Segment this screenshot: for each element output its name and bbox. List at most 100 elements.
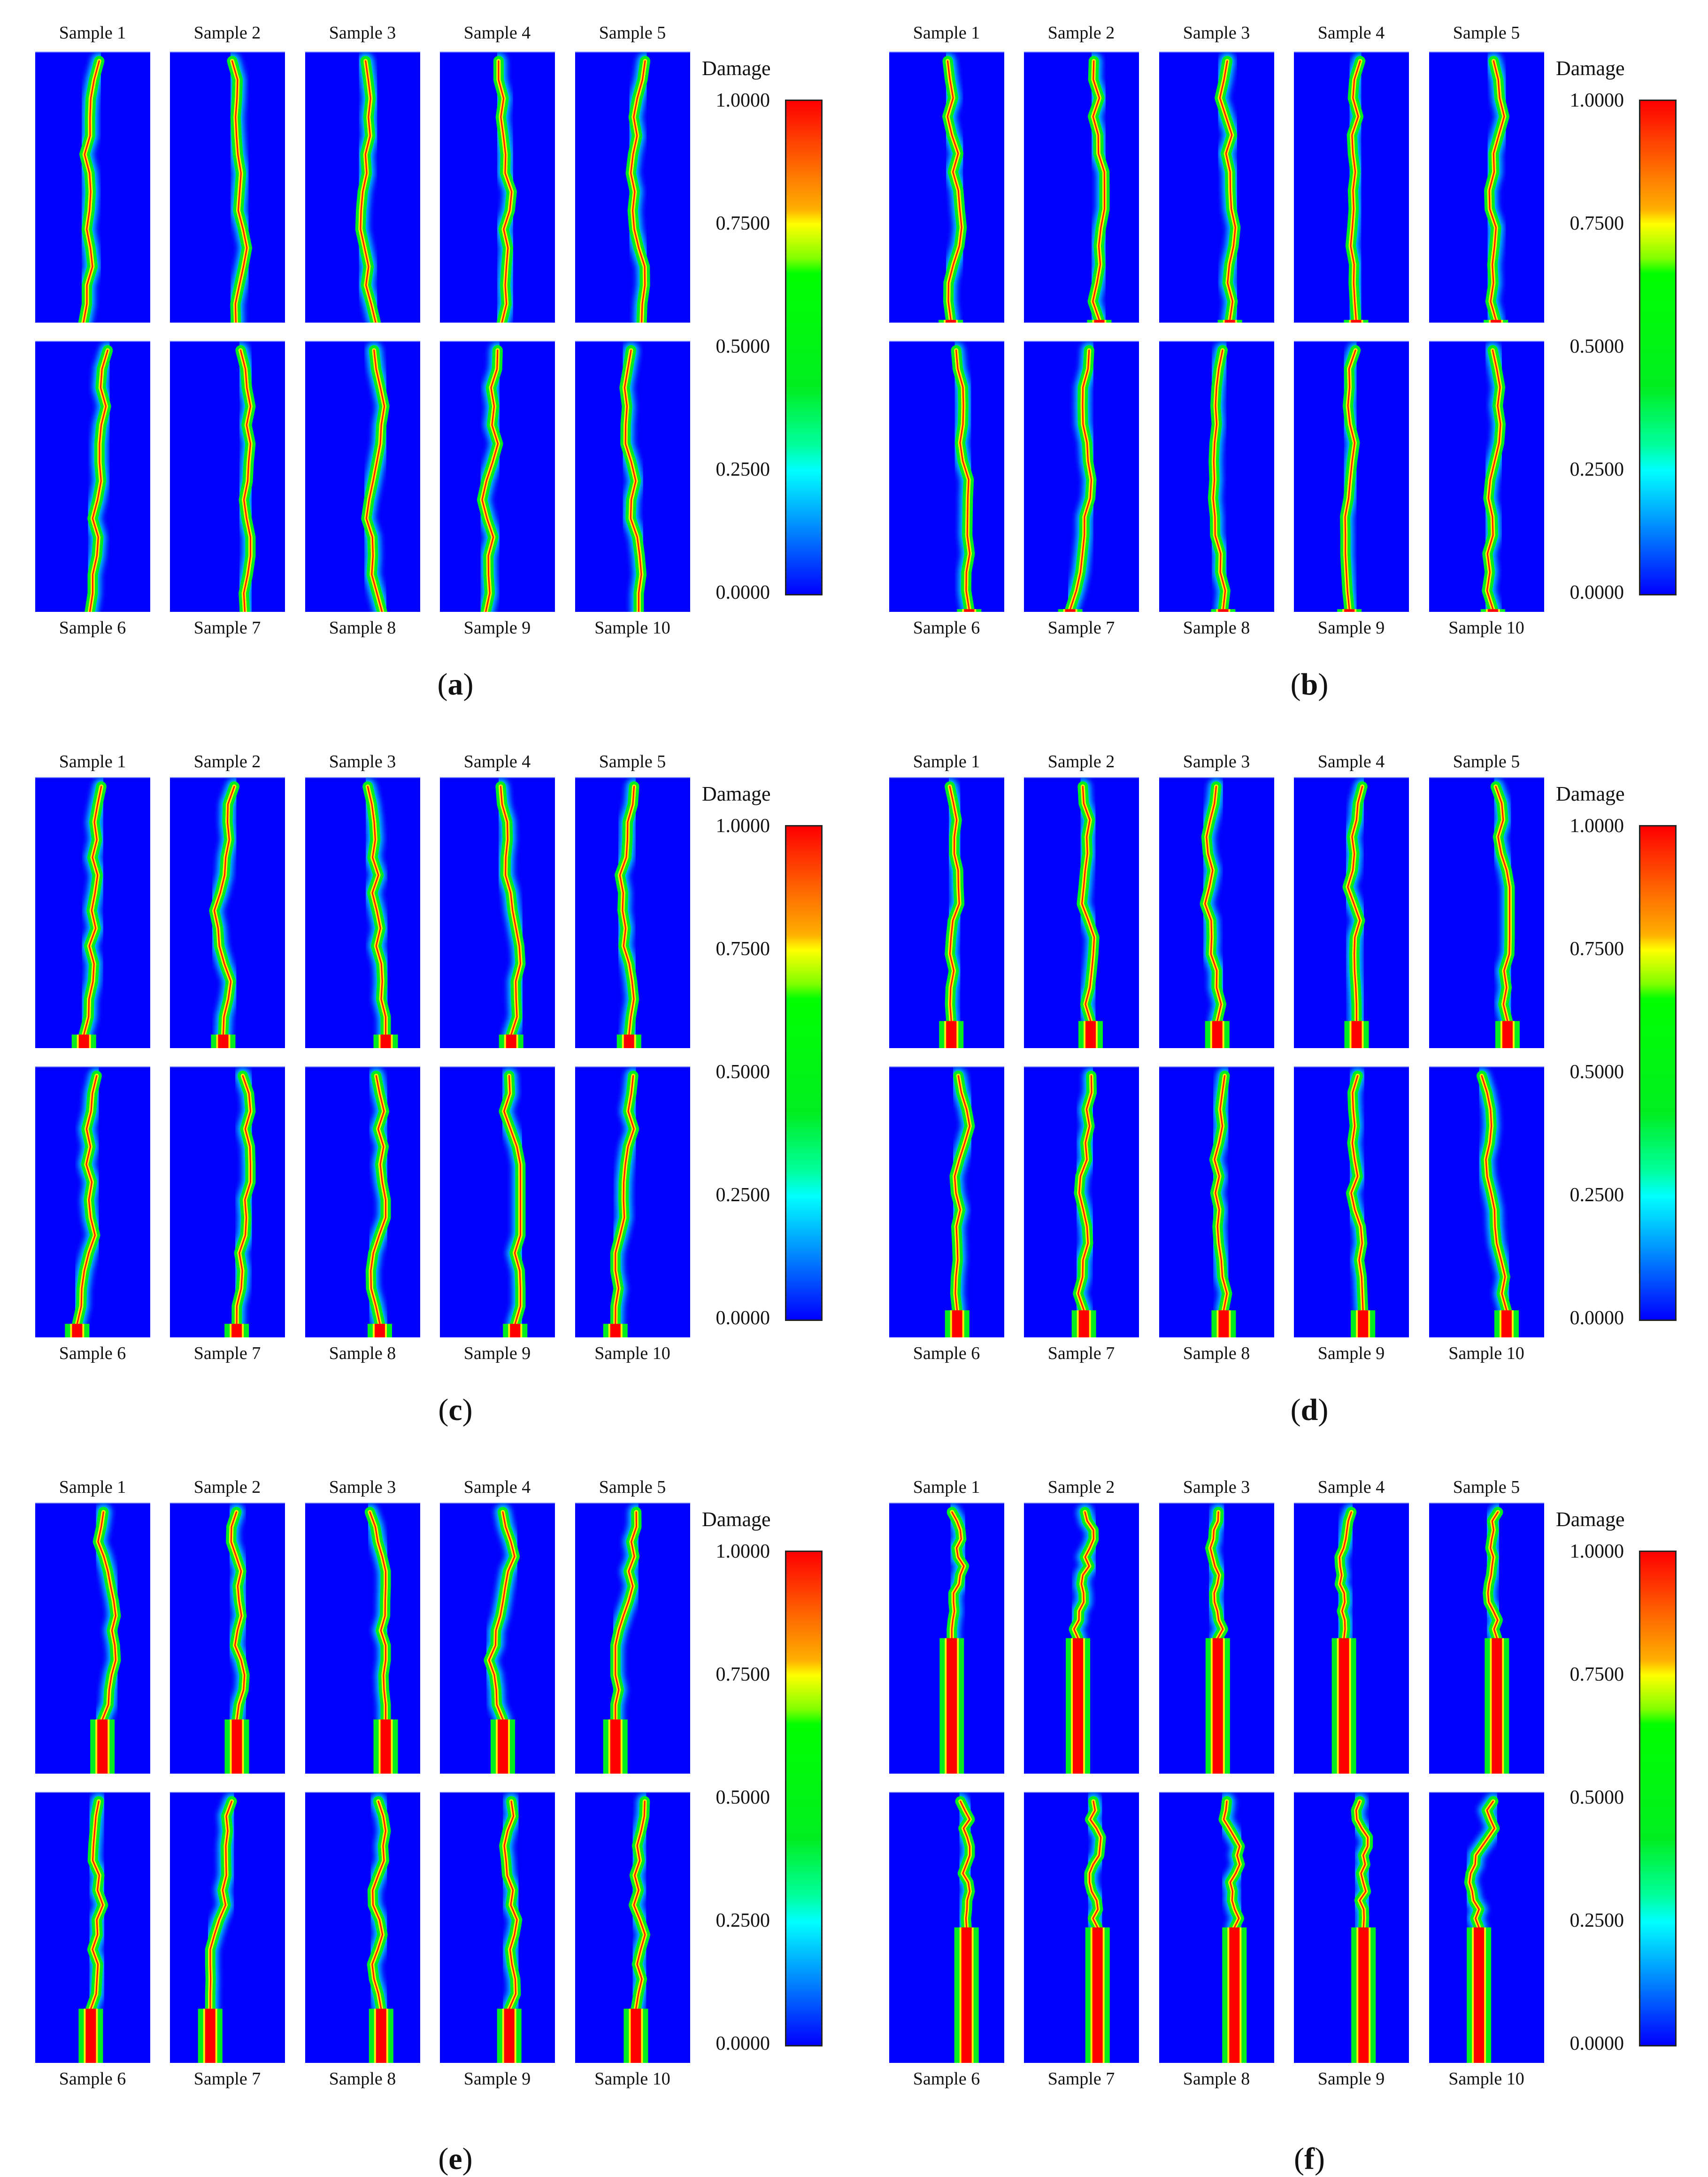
crack-path-graphic (496, 1793, 525, 2063)
colorbar (1639, 825, 1677, 1321)
colorbar-tick-label: 0.7500 (1570, 938, 1624, 960)
sample-label: Sample 9 (463, 1343, 531, 1363)
sample-label: Sample 7 (193, 2069, 261, 2089)
sample-label: Sample 3 (1183, 23, 1250, 43)
damage-contour-tile (1429, 777, 1544, 1048)
colorbar-tick-label: 0.7500 (716, 1664, 770, 1685)
crack-path-graphic (1202, 1504, 1232, 1774)
damage-contour-tile (1024, 1066, 1139, 1337)
crack-path-graphic (939, 779, 968, 1048)
damage-contour-tile (889, 1066, 1004, 1337)
colorbar-tick-label: 0.7500 (1570, 213, 1624, 234)
sample-label: Sample 3 (1183, 1477, 1250, 1497)
colorbar (785, 100, 823, 595)
crack-path-graphic (1205, 342, 1236, 612)
sample-label: Sample 2 (193, 1477, 261, 1497)
damage-contour-tile (1294, 52, 1409, 323)
damage-contour-tile (305, 1503, 420, 1774)
damage-contour-tile (575, 1792, 690, 2063)
damage-contour-tile (170, 1792, 285, 2063)
colorbar (1639, 1551, 1677, 2046)
colorbar-title: Damage (1556, 782, 1625, 805)
damage-contour-tile (35, 777, 150, 1048)
sample-label: Sample 7 (1047, 1343, 1115, 1363)
damage-contour-tile (1294, 1792, 1409, 2063)
colorbar-tick-label: 0.5000 (1570, 336, 1624, 357)
sample-label: Sample 5 (1453, 23, 1520, 43)
damage-contour-tile (1429, 1066, 1544, 1337)
crack-path-graphic (358, 342, 392, 612)
sample-label: Sample 8 (1183, 618, 1250, 638)
colorbar-tick-label: 1.0000 (716, 815, 770, 837)
colorbar-title: Damage (1556, 1508, 1625, 1531)
colorbar-tick-label: 0.7500 (716, 213, 770, 234)
panel-label: (f) (1294, 2142, 1325, 2176)
colorbar-tick-label: 0.2500 (716, 459, 770, 480)
crack-path-graphic (78, 1793, 112, 2063)
sample-label: Sample 7 (1047, 2069, 1115, 2089)
sample-label: Sample 8 (329, 1343, 396, 1363)
colorbar-tick-label: 1.0000 (716, 1541, 770, 1562)
sample-label: Sample 6 (913, 2069, 980, 2089)
panel-label-letter: e (448, 2142, 462, 2176)
crack-path-graphic (82, 342, 116, 612)
sample-label: Sample 6 (913, 618, 980, 638)
crack-path-graphic (1058, 342, 1100, 612)
crack-path-graphic (1487, 779, 1520, 1048)
crack-path-graphic (1342, 53, 1369, 323)
sample-label: Sample 4 (463, 1477, 531, 1497)
panel-label: (a) (437, 667, 474, 702)
damage-contour-tile (170, 341, 285, 612)
damage-contour-tile (889, 777, 1004, 1048)
colorbar-tick-label: 0.5000 (716, 1787, 770, 1808)
damage-contour-tile (1159, 777, 1274, 1048)
sample-label: Sample 10 (594, 2069, 670, 2089)
sample-label: Sample 1 (913, 752, 980, 772)
damage-contour-tile (305, 341, 420, 612)
colorbar-title: Damage (1556, 57, 1625, 80)
damage-contour-tile (35, 1066, 150, 1337)
damage-contour-tile (440, 52, 555, 323)
damage-contour-tile (305, 777, 420, 1048)
damage-contour-tile (1159, 341, 1274, 612)
crack-path-graphic (1481, 53, 1513, 323)
crack-path-graphic (223, 1504, 253, 1774)
sample-label: Sample 1 (913, 1477, 980, 1497)
colorbar-title: Damage (702, 1508, 771, 1531)
damage-contour-tile (575, 777, 690, 1048)
damage-contour-tile (1294, 1503, 1409, 1774)
damage-contour-tile (35, 52, 150, 323)
panel-label: (e) (438, 2142, 473, 2176)
sample-label: Sample 1 (59, 752, 126, 772)
sample-label: Sample 4 (1317, 1477, 1385, 1497)
sample-label: Sample 9 (1317, 2069, 1385, 2089)
crack-path-graphic (1074, 779, 1103, 1048)
crack-path-graphic (1065, 1504, 1102, 1774)
damage-contour-tile (889, 341, 1004, 612)
colorbar-tick-label: 1.0000 (1570, 815, 1624, 837)
crack-path-graphic (1215, 1793, 1248, 2063)
sample-label: Sample 1 (59, 23, 126, 43)
sample-label: Sample 5 (599, 752, 666, 772)
damage-contour-tile (1024, 52, 1139, 323)
sample-label: Sample 6 (913, 1343, 980, 1363)
crack-path-graphic (1331, 1504, 1360, 1774)
sample-label: Sample 6 (59, 2069, 126, 2089)
crack-path-graphic (492, 779, 529, 1048)
damage-contour-tile (170, 1066, 285, 1337)
sample-label: Sample 1 (59, 1477, 126, 1497)
damage-contour-tile (1024, 341, 1139, 612)
damage-contour-tile (440, 1503, 555, 1774)
damage-contour-tile (575, 1503, 690, 1774)
damage-contour-tile (35, 1792, 150, 2063)
sample-label: Sample 3 (1183, 752, 1250, 772)
crack-path-graphic (1478, 342, 1509, 612)
damage-contour-tile (1024, 777, 1139, 1048)
crack-path-graphic (65, 1068, 105, 1337)
colorbar-tick-label: 0.2500 (716, 1910, 770, 1931)
crack-path-graphic (224, 53, 255, 323)
colorbar-tick-label: 0.0000 (1570, 582, 1624, 603)
sample-label: Sample 5 (1453, 752, 1520, 772)
sample-label: Sample 9 (1317, 1343, 1385, 1363)
crack-path-graphic (939, 53, 970, 323)
